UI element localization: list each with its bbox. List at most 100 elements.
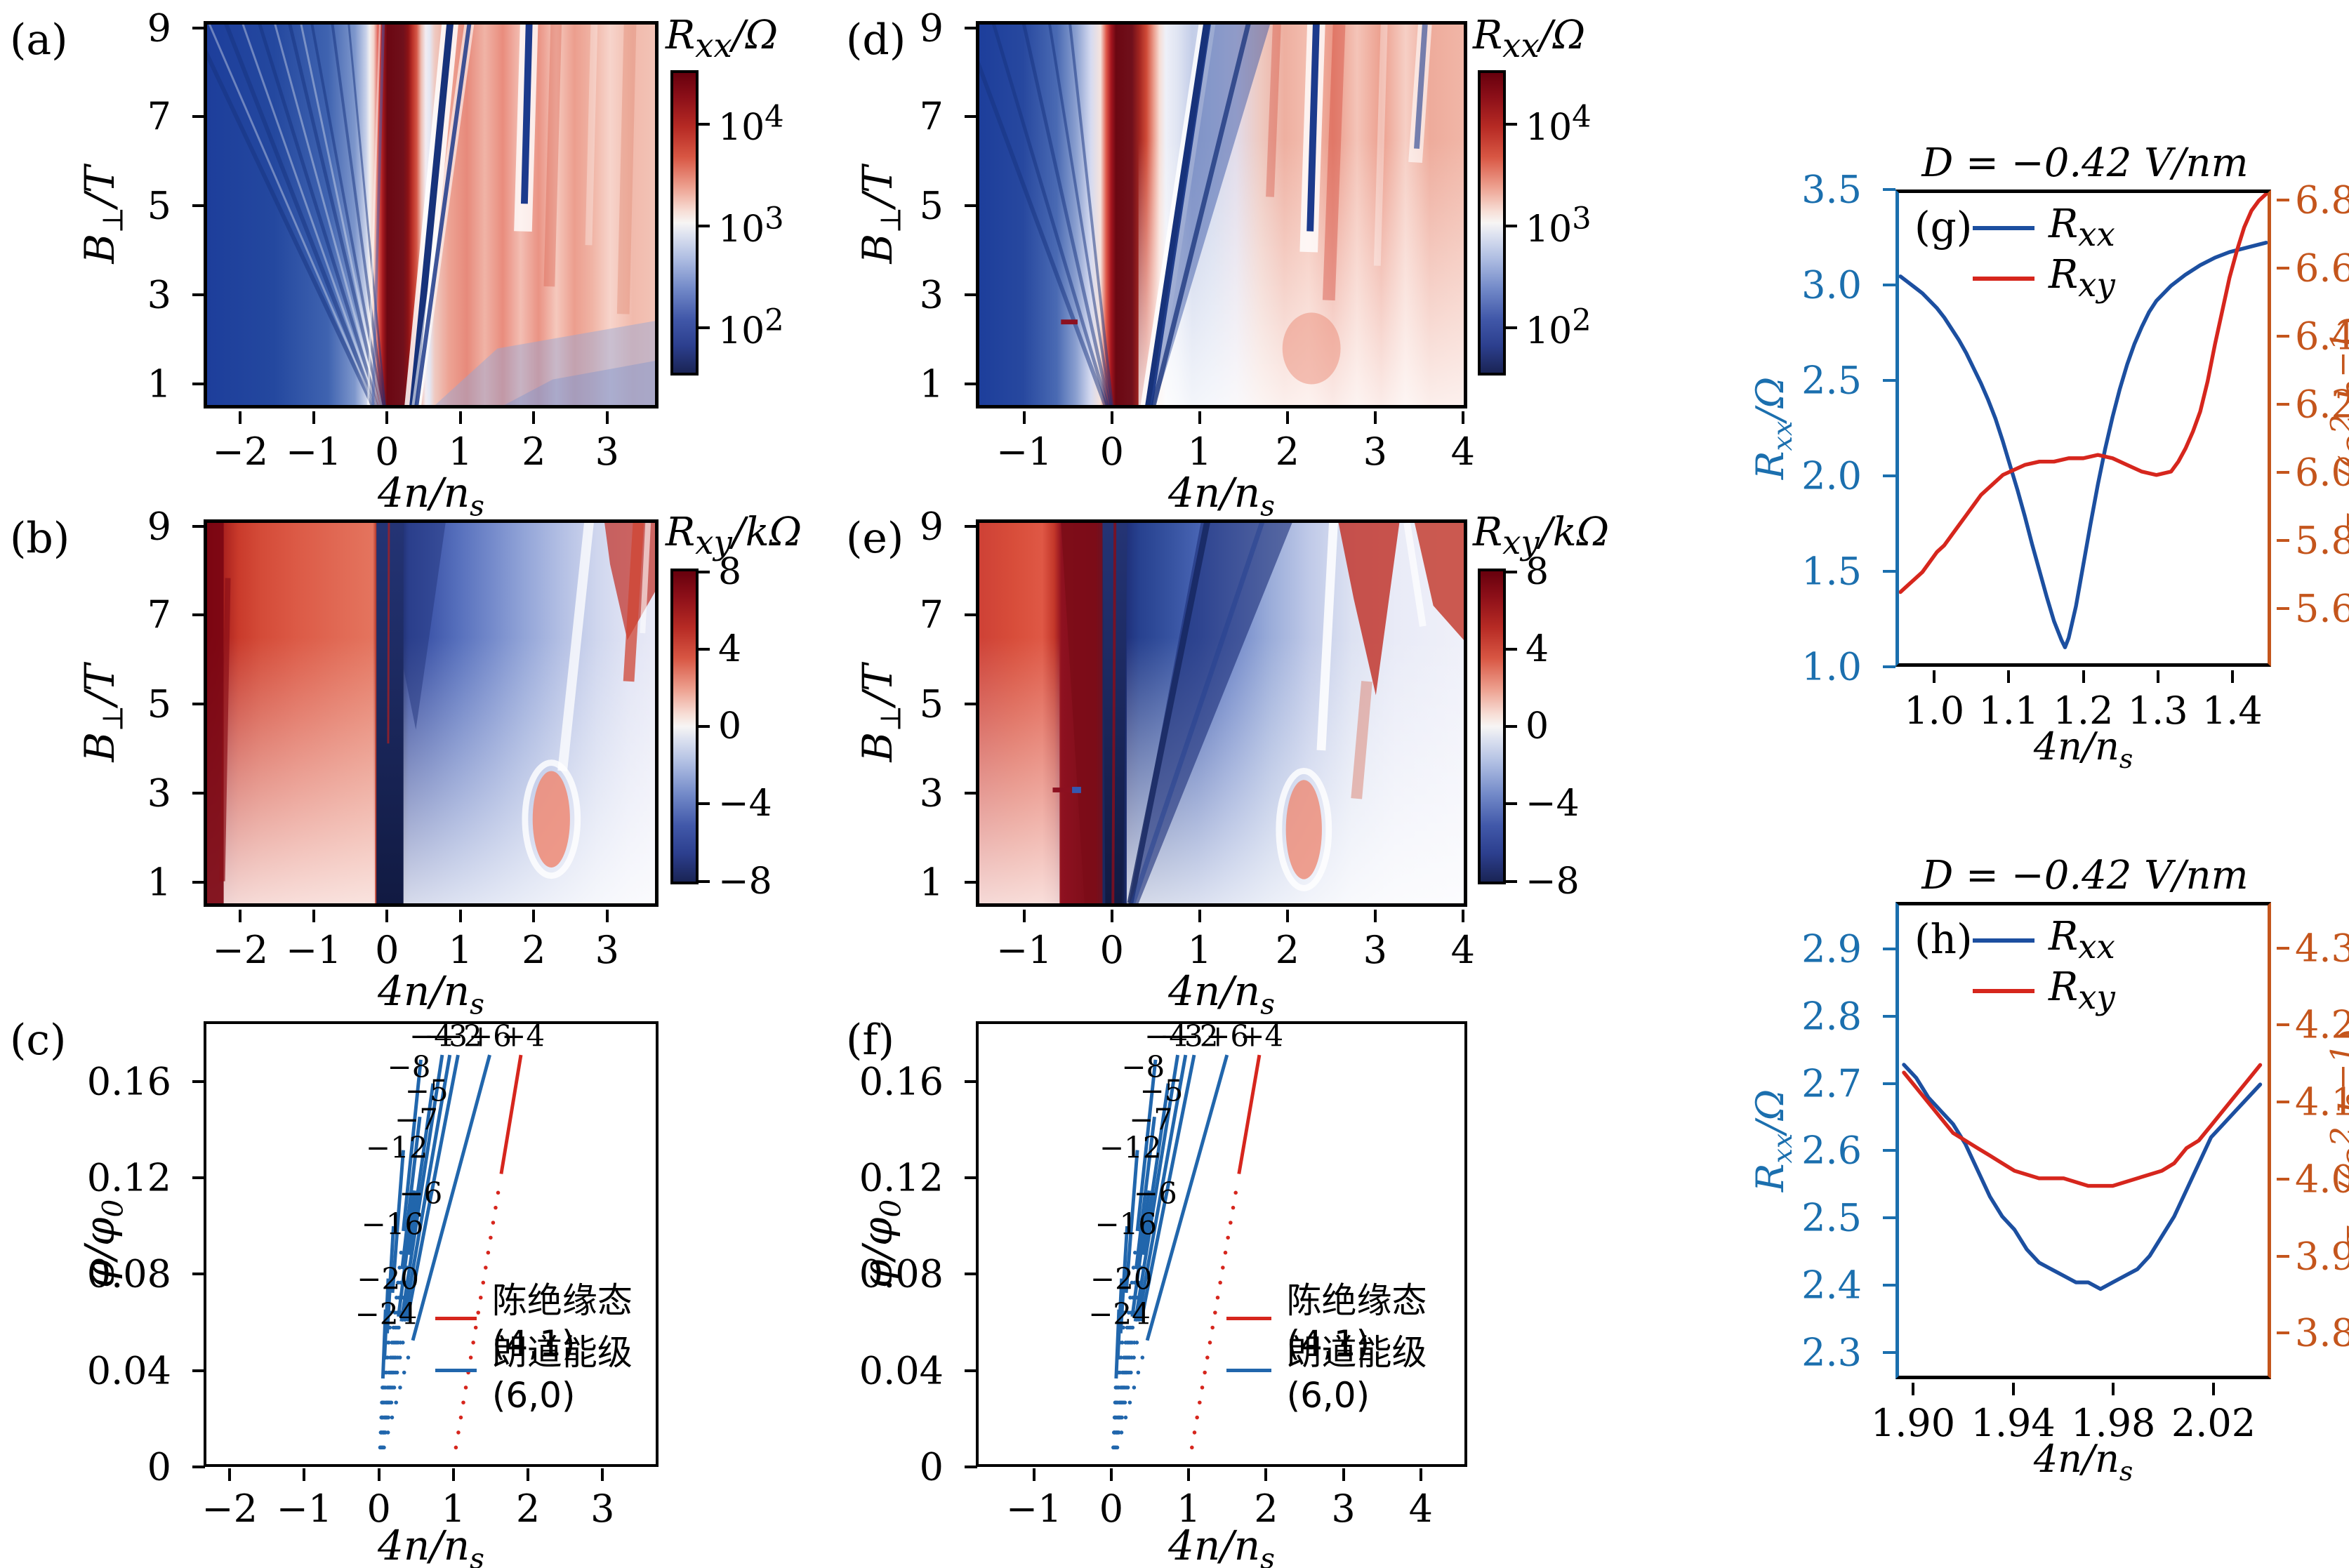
landau-line-sample	[1226, 1368, 1271, 1372]
fan-line-label: −5	[1139, 1073, 1184, 1108]
x-tick-mark	[2011, 1383, 2015, 1395]
y-tick-mark	[2277, 1331, 2289, 1335]
legend-item-rxx: Rxx	[1973, 201, 2115, 255]
panel-h-right-ylabel: σxy/(e2·h−1)	[2324, 1029, 2349, 1253]
curve-Rxy	[1902, 1063, 2263, 1188]
y-tick-label: 2.8	[1801, 994, 1862, 1039]
panel-g-title: D = −0.42 V/nm	[1921, 140, 2249, 186]
x-tick-label: 4	[1450, 928, 1475, 972]
legend-item-chern: 陈绝缘态(4,1)	[435, 1280, 656, 1364]
y-tick-mark	[192, 881, 205, 884]
legend-item-rxy: Rxy	[1973, 964, 2115, 1018]
panel-g-curves	[1899, 193, 2268, 649]
y-tick-mark	[2277, 539, 2289, 543]
colorbar-tick-mark	[699, 326, 710, 329]
y-tick-mark	[1883, 379, 1895, 382]
y-tick-mark	[965, 383, 977, 386]
x-tick-label: 3	[595, 430, 620, 474]
fan-line-label: −4	[1144, 1018, 1188, 1054]
y-tick-label: 7	[919, 592, 944, 637]
y-tick-mark	[1883, 474, 1895, 477]
y-tick-label: 6.6	[2295, 246, 2349, 291]
colorbar-tick-mark	[699, 570, 710, 573]
y-tick-mark	[192, 293, 205, 297]
colorbar-tick-mark	[1506, 647, 1517, 651]
x-tick-label: 3	[590, 1487, 615, 1531]
y-tick-mark	[1883, 1014, 1895, 1018]
x-tick-mark	[377, 1468, 381, 1481]
y-tick-mark	[192, 524, 205, 528]
y-tick-mark	[1883, 665, 1895, 668]
y-tick-label: 3	[147, 771, 171, 816]
x-tick-label: −2	[212, 928, 269, 972]
panel-c-xlabel: 4n/ns	[378, 1522, 484, 1568]
panel-b-ylabel: B⊥/T	[76, 664, 130, 762]
y-tick-mark	[1883, 1216, 1895, 1220]
colorbar-tick-label: 0	[718, 705, 742, 748]
x-tick-label: 1.1	[1978, 689, 2039, 733]
panel-e-heatmap	[976, 519, 1467, 907]
colorbar-tick-label: 102	[1526, 303, 1592, 352]
x-tick-mark	[1419, 1468, 1422, 1481]
panel-h-curves	[1902, 1063, 2263, 1291]
x-tick-label: −1	[285, 928, 342, 972]
rxy-line-sample	[1973, 277, 2034, 281]
legend-item-landau: 朗道能级(6,0)	[1226, 1332, 1464, 1416]
panel-e-xlabel: 4n/ns	[1168, 967, 1275, 1021]
legend-item-rxy: Rxy	[1973, 252, 2115, 305]
colorbar-tick-mark	[1506, 802, 1517, 806]
x-tick-label: 1.94	[1971, 1401, 2056, 1445]
fan-line-label: −16	[1094, 1207, 1158, 1242]
x-tick-mark	[1342, 1468, 1345, 1481]
x-tick-mark	[1373, 411, 1377, 424]
curve-Rxy	[1899, 193, 2268, 594]
y-tick-mark	[1883, 1149, 1895, 1152]
x-tick-mark	[605, 411, 609, 424]
x-tick-label: −2	[212, 430, 269, 474]
panel-b-heatmap	[204, 519, 659, 907]
x-tick-label: 1.90	[1870, 1401, 1956, 1445]
y-tick-mark	[965, 792, 977, 795]
y-tick-label: 1	[919, 860, 944, 905]
x-tick-label: 4	[1408, 1487, 1434, 1531]
x-tick-label: 2	[1254, 1487, 1278, 1531]
x-tick-mark	[1110, 411, 1113, 424]
y-tick-mark	[965, 1466, 977, 1468]
x-tick-mark	[458, 411, 462, 424]
panel-e-colorbar	[1478, 569, 1506, 884]
x-tick-label: 0	[1099, 928, 1124, 972]
fan-line-label: −24	[1088, 1296, 1151, 1331]
panel-d-colorbar-title: Rxx/Ω	[1473, 13, 1586, 66]
colorbar-tick-mark	[699, 725, 710, 728]
heatmap-a-art	[207, 25, 655, 405]
panel-d-heatmap	[976, 21, 1467, 408]
y-tick-label: 0.16	[859, 1059, 944, 1104]
panel-c-label: (c)	[10, 1016, 67, 1065]
x-tick-mark	[1911, 1383, 1914, 1395]
x-tick-label: 1	[441, 1487, 466, 1531]
y-tick-label: 0.08	[86, 1251, 171, 1296]
colorbar-tick-mark	[1506, 570, 1517, 573]
x-tick-mark	[601, 1468, 604, 1481]
y-tick-label: 3	[919, 771, 944, 816]
rxx-line-sample	[1973, 938, 2034, 943]
x-tick-label: 1	[1187, 928, 1212, 972]
legend-item-rxx: Rxx	[1973, 914, 2115, 967]
y-tick-label: 0.08	[859, 1251, 944, 1296]
x-tick-mark	[2156, 670, 2159, 683]
colorbar-tick-mark	[1506, 725, 1517, 728]
panel-f-legend: 陈绝缘态(4,1) 朗道能级(6,0)	[1226, 1280, 1464, 1416]
y-tick-label: 2.7	[1801, 1061, 1862, 1106]
fan-f-lines	[1111, 1054, 1262, 1450]
y-tick-label: 6.2	[2295, 382, 2349, 427]
y-tick-mark	[192, 204, 205, 208]
y-tick-mark	[965, 613, 977, 617]
y-tick-mark	[2277, 471, 2289, 474]
heatmap-d-art	[979, 25, 1464, 405]
curve-Rxx	[1902, 1063, 2263, 1291]
panel-c-ylabel: φ/φ0	[76, 1199, 130, 1289]
y-tick-label: 3	[147, 272, 171, 317]
y-tick-mark	[192, 26, 205, 29]
panel-h-legend: Rxx Rxy	[1973, 914, 2115, 1018]
y-tick-label: 7	[147, 94, 171, 139]
